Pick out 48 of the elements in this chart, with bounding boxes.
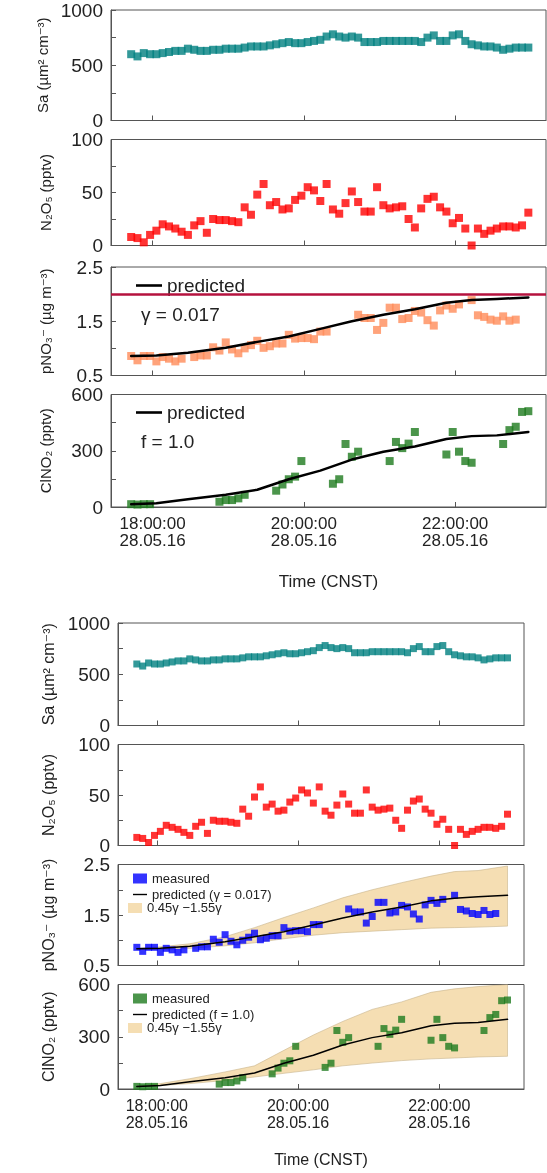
y-tick-label: 0	[92, 110, 103, 131]
x-tick-label: 22:00:00 28.05.16	[422, 514, 489, 550]
y-axis-title: Sa (µm² cm⁻³)	[33, 17, 51, 114]
y-tick-label: 0.5	[83, 955, 110, 976]
legend-label: predicted	[167, 402, 246, 423]
x-axis-title: Time (CNST)	[274, 1150, 368, 1168]
y-tick-label: 300	[71, 440, 103, 462]
y-tick-label: 2.5	[83, 854, 110, 875]
legend-label: predicted (f = 1.0)	[152, 1007, 255, 1022]
y-tick-label: 50	[81, 182, 103, 203]
y-tick-label: 2.5	[76, 256, 103, 278]
y-tick-label: 50	[88, 784, 110, 806]
legend-label: measured	[152, 871, 210, 886]
legend-label: predicted	[167, 275, 246, 296]
y-tick-label: 0	[92, 496, 103, 518]
y-tick-label: 1.5	[76, 310, 103, 332]
y-tick-label: 1.5	[83, 904, 110, 926]
x-tick-label: 18:00:00 28.05.16	[119, 514, 186, 550]
y-tick-label: 100	[78, 734, 110, 755]
x-axis-title: Time (CNST)	[278, 572, 379, 591]
y-tick-label: 0	[99, 835, 110, 856]
y-tick-label: 600	[78, 974, 110, 995]
y-tick-label: 500	[71, 54, 103, 76]
x-tick-label: 18:00:00 28.05.16	[125, 1097, 189, 1131]
y-tick-label: 0	[92, 235, 103, 256]
y-axis-title: ClNO₂ (pptv)	[39, 991, 57, 1083]
y-tick-label: 600	[71, 384, 103, 405]
y-axis-title: Sa (µm² cm⁻³)	[39, 623, 57, 726]
y-tick-label: 0.5	[76, 365, 103, 386]
x-tick-label: 22:00:00 28.05.16	[408, 1097, 471, 1131]
annotation: f = 1.0	[141, 431, 195, 452]
y-axis-title: ClNO₂ (pptv)	[37, 408, 54, 494]
x-tick-label: 20:00:00 28.05.16	[266, 1097, 330, 1131]
legend-label: predicted (γ = 0.017)	[152, 887, 272, 902]
x-tick-label: 20:00:00 28.05.16	[270, 514, 338, 550]
y-axis-title: pNO₃⁻ (µg m⁻³)	[39, 858, 57, 972]
y-tick-label: 100	[71, 129, 103, 150]
legend-label: measured	[152, 991, 210, 1006]
y-tick-label: 300	[78, 1026, 110, 1048]
annotation: γ = 0.017	[141, 304, 220, 325]
y-tick-label: 1000	[60, 0, 103, 21]
y-tick-label: 0	[99, 1078, 110, 1100]
y-axis-title: N₂O₅ (pptv)	[39, 754, 57, 836]
y-axis-title: pNO₃⁻ (µg m⁻³)	[37, 268, 54, 375]
y-tick-label: 1000	[67, 612, 110, 634]
y-tick-label: 500	[78, 663, 110, 685]
y-tick-label: 0	[99, 715, 110, 736]
y-axis-title: N₂O₅ (pptv)	[37, 154, 54, 231]
